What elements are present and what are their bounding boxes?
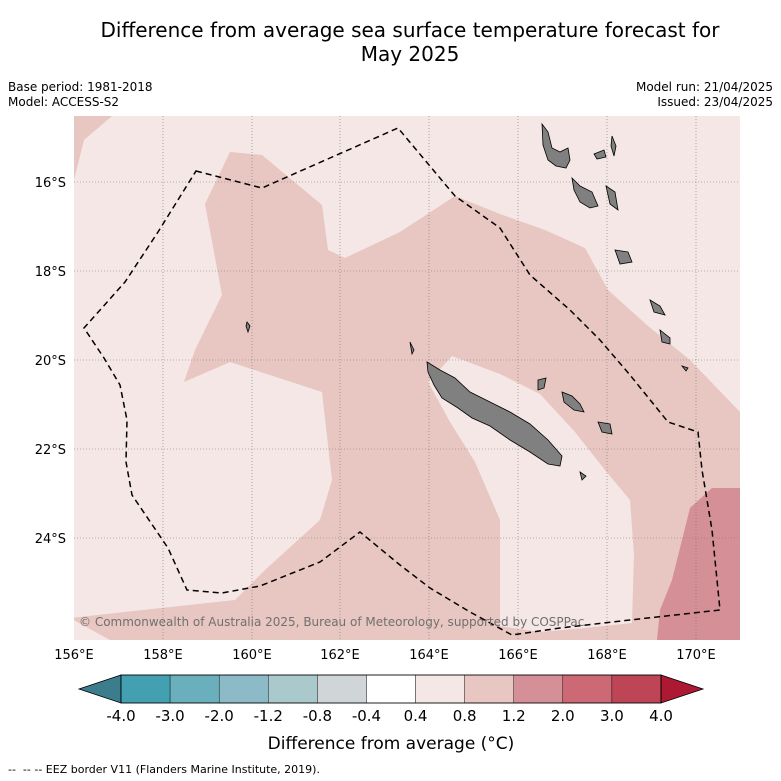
lon-label-160e: 160°E: [232, 648, 272, 663]
eez-legend-footer: -- -- -- EEZ border V11 (Flanders Marine…: [8, 763, 320, 776]
vanuatu-island-tanna: [659, 329, 671, 345]
colorbar-tick-label: 3.0: [600, 707, 624, 725]
lat-label-22s: 22°S: [35, 443, 66, 458]
vanuatu-island-pentecost: [605, 185, 619, 211]
colorbar-under-arrow: [77, 674, 122, 704]
colorbar-frame: [120, 674, 662, 704]
colorbar-tick-label: 2.0: [551, 707, 575, 725]
vanuatu-island-erromango: [649, 299, 666, 316]
lat-label-20s: 20°S: [35, 354, 66, 369]
lat-labels: 16°S 18°S 20°S 22°S 24°S: [35, 176, 66, 547]
colorbar-tick-label: 4.0: [649, 707, 673, 725]
colorbar: [77, 674, 705, 704]
colorbar-tick-label: 0.8: [453, 707, 477, 725]
colorbar-label: Difference from average (°C): [268, 734, 515, 754]
matthew-island: [680, 365, 689, 372]
vanuatu-island-espiritu: [541, 122, 571, 169]
copyright-text: © Commonwealth of Australia 2025, Bureau…: [79, 615, 584, 629]
eez-legend-dash-sample: -- --: [8, 763, 31, 776]
colorbar-over-arrow: [660, 674, 705, 704]
loyalty-island-mare: [597, 421, 613, 435]
lon-label-166e: 166°E: [498, 648, 538, 663]
colorbar-swatch: [415, 674, 465, 704]
colorbar-tick-label: -1.2: [254, 707, 283, 725]
land-masses: [245, 122, 689, 481]
chesterfield-islands: [245, 321, 251, 334]
lon-label-164e: 164°E: [409, 648, 449, 663]
vanuatu-island-efate: [614, 249, 633, 265]
colorbar-swatch: [464, 674, 514, 704]
colorbar-tick-label: -0.8: [303, 707, 332, 725]
loyalty-island-ouvea: [537, 377, 547, 391]
map-panel: [74, 116, 740, 640]
meta-left: Base period: 1981-2018 Model: ACCESS-S2: [8, 80, 153, 110]
belep-islands: [409, 341, 415, 356]
eez-border: [83, 127, 721, 636]
anomaly-region-0.8-1.2-corner: [74, 116, 112, 180]
map-gridlines: [74, 116, 740, 640]
colorbar-swatch: [317, 674, 367, 704]
colorbar-tick-label: -4.0: [106, 707, 135, 725]
colorbar-tick-label: 0.4: [404, 707, 428, 725]
model-run: Model run: 21/04/2025: [635, 80, 773, 94]
ile-des-pins: [579, 471, 587, 481]
colorbar-tick-label: -3.0: [155, 707, 184, 725]
colorbar-swatch: [218, 674, 269, 704]
meta-right: Model run: 21/04/2025 Issued: 23/04/2025: [636, 80, 773, 110]
title-line-1: Difference from average sea surface temp…: [100, 18, 720, 42]
lat-label-24s: 24°S: [35, 532, 66, 547]
lon-labels: 156°E 158°E 160°E 162°E 164°E 166°E 168°…: [54, 648, 716, 663]
colorbar-swatch: [268, 674, 318, 704]
map-title: Difference from average sea surface temp…: [40, 18, 780, 66]
colorbar-tick-label: -0.4: [352, 707, 381, 725]
anomaly-region-0.8-1.2: [74, 152, 740, 640]
issued-date: Issued: 23/04/2025: [657, 95, 773, 109]
colorbar-tick-label: -2.0: [205, 707, 234, 725]
base-period: Base period: 1981-2018: [8, 80, 153, 94]
model-name: Model: ACCESS-S2: [8, 95, 120, 109]
title-line-2: May 2025: [360, 42, 460, 66]
colorbar-swatch: [169, 674, 220, 704]
lat-label-16s: 16°S: [35, 176, 66, 191]
eez-legend-text: -- EEZ border V11 (Flanders Marine Insti…: [34, 763, 320, 776]
colorbar-swatch: [120, 674, 171, 704]
lat-label-18s: 18°S: [35, 265, 66, 280]
lon-label-168e: 168°E: [587, 648, 627, 663]
lon-label-170e: 170°E: [676, 648, 716, 663]
vanuatu-island-small: [593, 149, 607, 160]
vanuatu-island-maewo: [610, 135, 617, 157]
colorbar-swatch: [513, 674, 564, 704]
loyalty-island-lifou: [561, 391, 585, 413]
colorbar-tick-label: 1.2: [502, 707, 526, 725]
colorbar-swatch: [366, 674, 416, 704]
colorbar-tick-labels: -4.0 -3.0 -2.0 -1.2 -0.8 -0.4 0.4 0.8 1.2 2.0 3.0 4…: [106, 707, 673, 725]
lon-label-162e: 162°E: [320, 648, 360, 663]
colorbar-swatch: [611, 674, 662, 704]
colorbar-swatch: [562, 674, 613, 704]
lon-label-158e: 158°E: [143, 648, 183, 663]
new-caledonia-island: [426, 361, 563, 467]
lon-label-156e: 156°E: [54, 648, 94, 663]
vanuatu-island-malekula: [571, 176, 599, 209]
